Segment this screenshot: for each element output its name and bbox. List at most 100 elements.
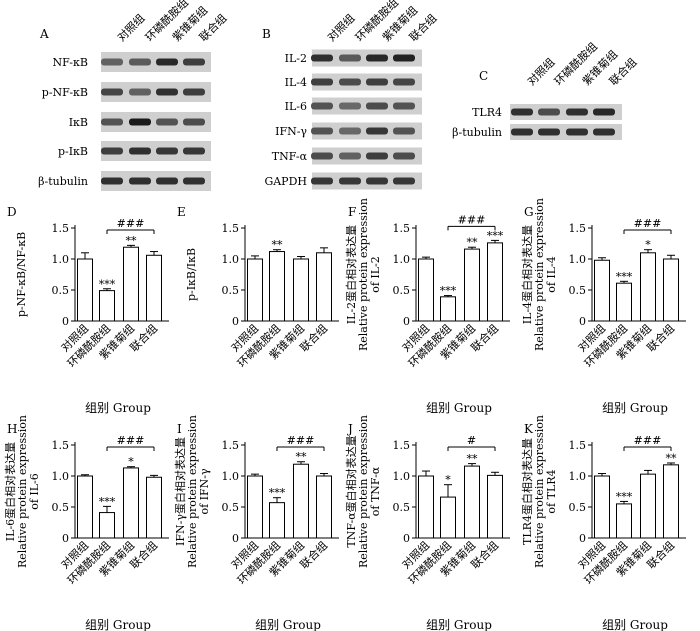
blot-band-tubulin: [566, 128, 588, 136]
bracket-label: ###: [634, 434, 662, 447]
blot-band-i-b: [156, 118, 178, 126]
y-tick-label: 0: [232, 315, 239, 328]
bar: [293, 258, 309, 322]
bracket-label: #: [467, 434, 476, 447]
y-tick-label: 1.0: [52, 253, 70, 266]
blot-band-p-nf-b: [129, 88, 151, 96]
significance-mark: **: [467, 236, 479, 249]
blot-band-tlr4: [566, 108, 588, 116]
blot-row-label-gapdh: GAPDH: [264, 175, 307, 188]
bar: [418, 258, 434, 322]
blot-band-tnf: [366, 152, 388, 160]
y-tick-label: 1.0: [569, 470, 587, 483]
bar: [440, 496, 456, 539]
significance-mark: ***: [440, 285, 457, 298]
panel-letter: D: [7, 205, 17, 219]
panel-letter: E: [177, 205, 186, 219]
blot-band-tlr4: [593, 108, 615, 116]
y-tick-label: 0.5: [569, 501, 587, 514]
bar: [123, 246, 139, 322]
y-axis-label: of IL-6: [28, 473, 41, 510]
blot-band-p-i-b: [101, 147, 123, 155]
blot-band-il-4: [339, 78, 361, 86]
significance-mark: ***: [269, 487, 286, 500]
y-axis-label: of TNF-α: [369, 466, 382, 516]
bar: [99, 290, 115, 322]
y-axis-label: of IL-2: [369, 256, 382, 293]
blot-band-p-nf-b: [183, 88, 205, 96]
panel-letter: F: [348, 205, 356, 219]
bar: [663, 258, 679, 322]
blot-band-tubulin: [511, 128, 533, 136]
bar: [99, 512, 115, 539]
blot-band-tubulin: [156, 177, 178, 185]
blot-band-i-b: [129, 118, 151, 126]
y-tick-label: 1.5: [52, 439, 70, 452]
y-tick-label: 0: [62, 532, 69, 545]
blot-band-gapdh: [393, 177, 415, 185]
blot-row-label-nf-b: NF-κB: [53, 56, 88, 69]
significance-mark: **: [296, 451, 308, 464]
blot-band-il-4: [393, 78, 415, 86]
bar: [640, 473, 656, 539]
blot-band-il-6: [311, 102, 333, 110]
blot-row-label-tnf: TNF-α: [272, 150, 308, 163]
chart-f: F 0 0.5 1.0 1.5 IL-2蛋白相对表达量 Relative protein e…: [344, 198, 510, 415]
y-tick-label: 0.5: [222, 284, 240, 297]
y-tick-label: 0: [579, 315, 586, 328]
bar: [616, 282, 632, 322]
y-tick-label: 0.5: [52, 284, 70, 297]
blot-row-label-tlr4: TLR4: [472, 106, 502, 119]
bar: [594, 259, 610, 322]
significance-mark: *: [645, 239, 651, 252]
blot-band-p-i-b: [156, 147, 178, 155]
bracket-label: ###: [287, 434, 315, 447]
bracket-label: ###: [458, 213, 486, 226]
y-tick-label: 1.5: [569, 439, 587, 452]
bar-charts-layer: D00.51.01.5p-NF-κB/NF-κB对照组***环磷酰胺组**紫锥菊…: [3, 198, 686, 631]
blot-band-tubulin: [593, 128, 615, 136]
blot-row-label-il-6: IL-6: [285, 100, 307, 113]
blot-band-tubulin: [183, 177, 205, 185]
x-axis-label: 组别 Group: [602, 401, 668, 415]
y-axis-label: of TLR4: [545, 469, 558, 513]
y-tick-label: 1.5: [222, 439, 240, 452]
bracket-label: ###: [117, 434, 145, 447]
chart-d: D00.51.01.5p-NF-κB/NF-κB对照组***环磷酰胺组**紫锥菊…: [7, 205, 169, 415]
blot-band-gapdh: [339, 177, 361, 185]
bar: [594, 475, 610, 539]
blot-band-nf-b: [156, 58, 178, 66]
x-axis-label: 组别 Group: [426, 401, 492, 415]
bar: [77, 258, 93, 322]
y-tick-label: 0: [403, 315, 410, 328]
bar: [269, 251, 285, 322]
y-tick-label: 0: [579, 532, 586, 545]
x-axis-label: 组别 Group: [255, 618, 321, 631]
significance-mark: *: [128, 456, 134, 469]
blot-row-label-il-2: IL-2: [285, 52, 307, 65]
y-tick-label: 1.5: [222, 222, 240, 235]
blot-row-label-p-nf-b: p-NF-κB: [42, 86, 88, 99]
y-tick-label: 1.0: [222, 253, 240, 266]
bar: [247, 475, 263, 539]
blot-row-label-il-4: IL-4: [285, 76, 307, 89]
y-axis-label: IL-2蛋白相对表达量: [344, 225, 358, 324]
blot-band-i-b: [101, 118, 123, 126]
y-tick-label: 0.5: [222, 501, 240, 514]
x-axis-label: 组别 Group: [85, 618, 151, 631]
y-axis-label: IL-4蛋白相对表达量: [520, 225, 534, 324]
bracket-label: ###: [634, 217, 662, 230]
blot-band-il-4: [366, 78, 388, 86]
blot-band-il-2: [339, 54, 361, 62]
blot-band-tnf: [339, 152, 361, 160]
panel-letter-a: A: [39, 27, 49, 41]
y-axis-label: TLR4蛋白相对表达量: [520, 438, 534, 545]
bar: [418, 475, 434, 539]
y-tick-label: 1.0: [52, 470, 70, 483]
significance-mark: ***: [99, 278, 116, 291]
y-axis-label: p-NF-κB/NF-κB: [15, 232, 28, 317]
y-tick-label: 0.5: [569, 284, 587, 297]
group-header-2-0: 对照组: [524, 55, 557, 88]
